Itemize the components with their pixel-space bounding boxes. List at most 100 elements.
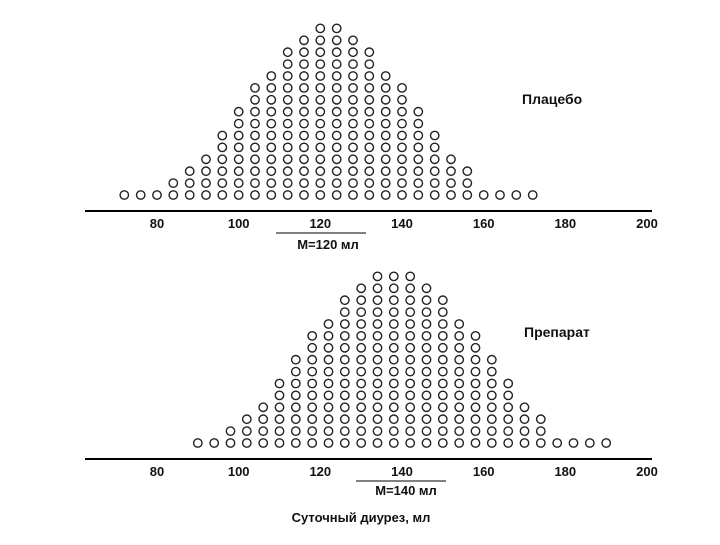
- dot-1-8-9: [323, 330, 334, 341]
- tick-label-0-2: 120: [309, 216, 331, 231]
- dot-0-6-2: [217, 166, 228, 177]
- dot-1-16-2: [454, 414, 465, 425]
- dot-0-24-0: [511, 190, 522, 200]
- dot-1-15-10: [437, 319, 448, 329]
- dot-0-13-13: [331, 35, 342, 46]
- dot-0-15-11: [364, 59, 375, 69]
- dot-1-15-4: [437, 390, 448, 401]
- dot-1-18-4: [486, 390, 497, 401]
- dot-0-15-3: [364, 154, 375, 165]
- dot-1-6-2: [290, 414, 301, 425]
- dot-0-14-8: [348, 94, 358, 105]
- dot-0-14-6: [348, 118, 358, 129]
- dot-1-14-3: [421, 402, 432, 413]
- dot-0-17-7: [397, 106, 407, 117]
- dot-0-16-0: [380, 190, 391, 200]
- dot-0-18-1: [413, 178, 424, 189]
- dot-1-17-6: [470, 366, 481, 377]
- dot-1-20-3: [519, 402, 530, 413]
- dot-1-12-4: [388, 390, 399, 401]
- dot-1-12-11: [388, 307, 399, 317]
- dot-0-8-9: [250, 83, 260, 93]
- dot-1-6-4: [290, 390, 301, 401]
- dot-1-9-11: [339, 307, 350, 317]
- dot-0-19-0: [429, 190, 440, 200]
- dot-1-10-13: [356, 283, 367, 294]
- dot-0-3-0: [168, 190, 179, 200]
- dot-1-5-1: [274, 426, 285, 436]
- dot-1-12-7: [388, 354, 399, 365]
- dot-1-17-3: [470, 402, 481, 413]
- dot-0-8-1: [250, 178, 260, 189]
- dot-0-15-5: [364, 130, 375, 141]
- dot-1-8-0: [323, 438, 334, 448]
- dot-0-14-12: [348, 47, 358, 58]
- dot-1-6-7: [290, 354, 301, 365]
- dot-0-18-7: [413, 106, 424, 117]
- dot-0-13-8: [331, 94, 342, 105]
- dot-0-12-2: [315, 166, 326, 177]
- tick-label-1-4: 160: [473, 464, 495, 479]
- dot-1-16-3: [454, 402, 465, 413]
- dot-0-9-2: [266, 166, 277, 177]
- dot-0-25-0: [527, 190, 538, 200]
- dot-1-13-6: [405, 366, 416, 377]
- dot-1-10-2: [356, 414, 367, 425]
- dot-0-18-3: [413, 154, 424, 165]
- dot-0-17-1: [397, 178, 407, 189]
- dot-0-12-3: [315, 154, 326, 165]
- dot-0-16-9: [380, 83, 391, 93]
- dot-0-1-0: [135, 190, 146, 200]
- dot-0-7-3: [233, 154, 244, 165]
- dot-0-10-8: [282, 94, 293, 105]
- dot-1-7-6: [307, 366, 318, 377]
- dot-1-7-5: [307, 378, 318, 389]
- dot-0-16-2: [380, 166, 391, 177]
- dot-0-15-8: [364, 94, 375, 105]
- dot-1-11-5: [372, 378, 383, 389]
- dot-0-20-1: [446, 178, 456, 189]
- dot-0-16-8: [380, 94, 391, 105]
- dot-0-13-0: [331, 190, 342, 200]
- placebo-series-label: Плацебо: [522, 91, 582, 107]
- dot-0-12-6: [315, 118, 326, 129]
- dot-0-9-6: [266, 118, 277, 129]
- dot-1-12-9: [388, 330, 399, 341]
- dot-0-5-0: [201, 190, 211, 200]
- placebo-mean-label: М=120 мл: [297, 237, 359, 252]
- dot-0-18-2: [413, 166, 424, 177]
- dot-0-7-4: [233, 142, 244, 153]
- dot-0-15-2: [364, 166, 375, 177]
- dot-1-3-2: [241, 414, 252, 425]
- dot-1-24-0: [584, 438, 595, 448]
- dot-1-9-12: [339, 295, 350, 306]
- dot-1-8-7: [323, 354, 334, 365]
- dot-0-8-6: [250, 118, 260, 129]
- dot-0-19-3: [429, 154, 440, 165]
- dot-0-14-9: [348, 83, 358, 93]
- dot-1-9-5: [339, 378, 350, 389]
- tick-label-1-5: 180: [554, 464, 576, 479]
- dot-1-12-0: [388, 438, 399, 448]
- dot-1-13-9: [405, 330, 416, 341]
- dot-1-13-2: [405, 414, 416, 425]
- drug-dots: [192, 271, 612, 448]
- dot-0-14-0: [348, 190, 358, 200]
- dot-1-18-3: [486, 402, 497, 413]
- dot-1-6-3: [290, 402, 301, 413]
- dot-1-15-2: [437, 414, 448, 425]
- dot-0-6-0: [217, 190, 228, 200]
- dot-0-9-3: [266, 154, 277, 165]
- tick-label-0-3: 140: [391, 216, 413, 231]
- dot-1-9-4: [339, 390, 350, 401]
- dot-1-18-6: [486, 366, 497, 377]
- dot-1-2-1: [225, 426, 236, 436]
- dot-0-18-6: [413, 118, 424, 129]
- dot-1-10-10: [356, 319, 367, 329]
- dot-0-11-13: [299, 35, 309, 46]
- dot-0-16-7: [380, 106, 391, 117]
- dot-1-10-0: [356, 438, 367, 448]
- dot-1-12-14: [388, 271, 399, 282]
- dot-0-8-5: [250, 130, 260, 141]
- dot-0-8-7: [250, 106, 260, 117]
